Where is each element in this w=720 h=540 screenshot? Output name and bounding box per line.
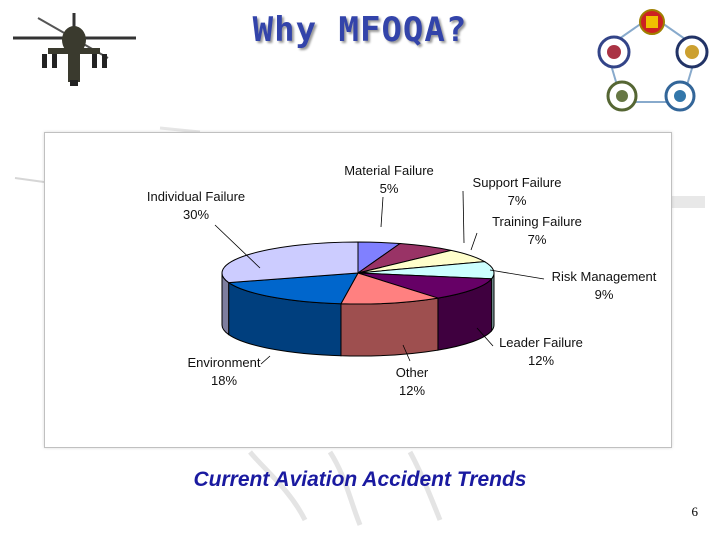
leader-line-4 xyxy=(476,327,494,347)
slice-name-label-0: Material Failure xyxy=(344,163,434,178)
slice-value-label-0: 5% xyxy=(380,181,399,196)
slice-name-label-3: Risk Management xyxy=(552,269,657,284)
slide-caption: Current Aviation Accident Trends xyxy=(193,468,527,491)
pie-slice-7 xyxy=(221,241,359,284)
slide-title: Why MFOQA? xyxy=(252,10,468,50)
slice-value-label-7: 30% xyxy=(183,207,209,222)
pie-slice-6 xyxy=(227,272,359,305)
chart-frame: Material Failure 5% Support Failure 7% Train… xyxy=(44,132,672,448)
page-number: 6 xyxy=(691,504,699,519)
leader-line-0 xyxy=(380,196,384,228)
pie-side-5 xyxy=(340,297,439,357)
slice-name-label-7: Individual Failure xyxy=(147,189,245,204)
slice-name-label-4: Leader Failure xyxy=(499,335,583,350)
leader-line-6 xyxy=(260,355,271,365)
slice-name-label-5: Other xyxy=(396,365,429,380)
unit-seals-emblem xyxy=(597,9,709,112)
slice-value-label-2: 7% xyxy=(528,232,547,247)
slice-value-label-6: 18% xyxy=(211,373,237,388)
pie-labels: Material Failure 5% Support Failure 7% Train… xyxy=(147,163,657,398)
pie-chart: Material Failure 5% Support Failure 7% Train… xyxy=(147,163,657,398)
pie-slice-4 xyxy=(357,272,493,299)
leader-line-2 xyxy=(470,232,478,251)
pie-top xyxy=(221,241,495,305)
slice-value-label-5: 12% xyxy=(399,383,425,398)
slice-name-label-2: Training Failure xyxy=(492,214,582,229)
leader-line-1 xyxy=(462,190,465,244)
helicopter-icon xyxy=(13,13,136,86)
pie-slice-5 xyxy=(340,272,439,305)
pie-sides xyxy=(221,272,495,357)
leader-line-5 xyxy=(402,344,411,362)
leader-line-7 xyxy=(214,224,261,269)
slice-value-label-4: 12% xyxy=(528,353,554,368)
slice-name-label-6: Environment xyxy=(188,355,261,370)
leader-line-3 xyxy=(489,269,545,280)
slice-value-label-3: 9% xyxy=(595,287,614,302)
slice-name-label-1: Support Failure xyxy=(473,175,562,190)
slice-value-label-1: 7% xyxy=(508,193,527,208)
